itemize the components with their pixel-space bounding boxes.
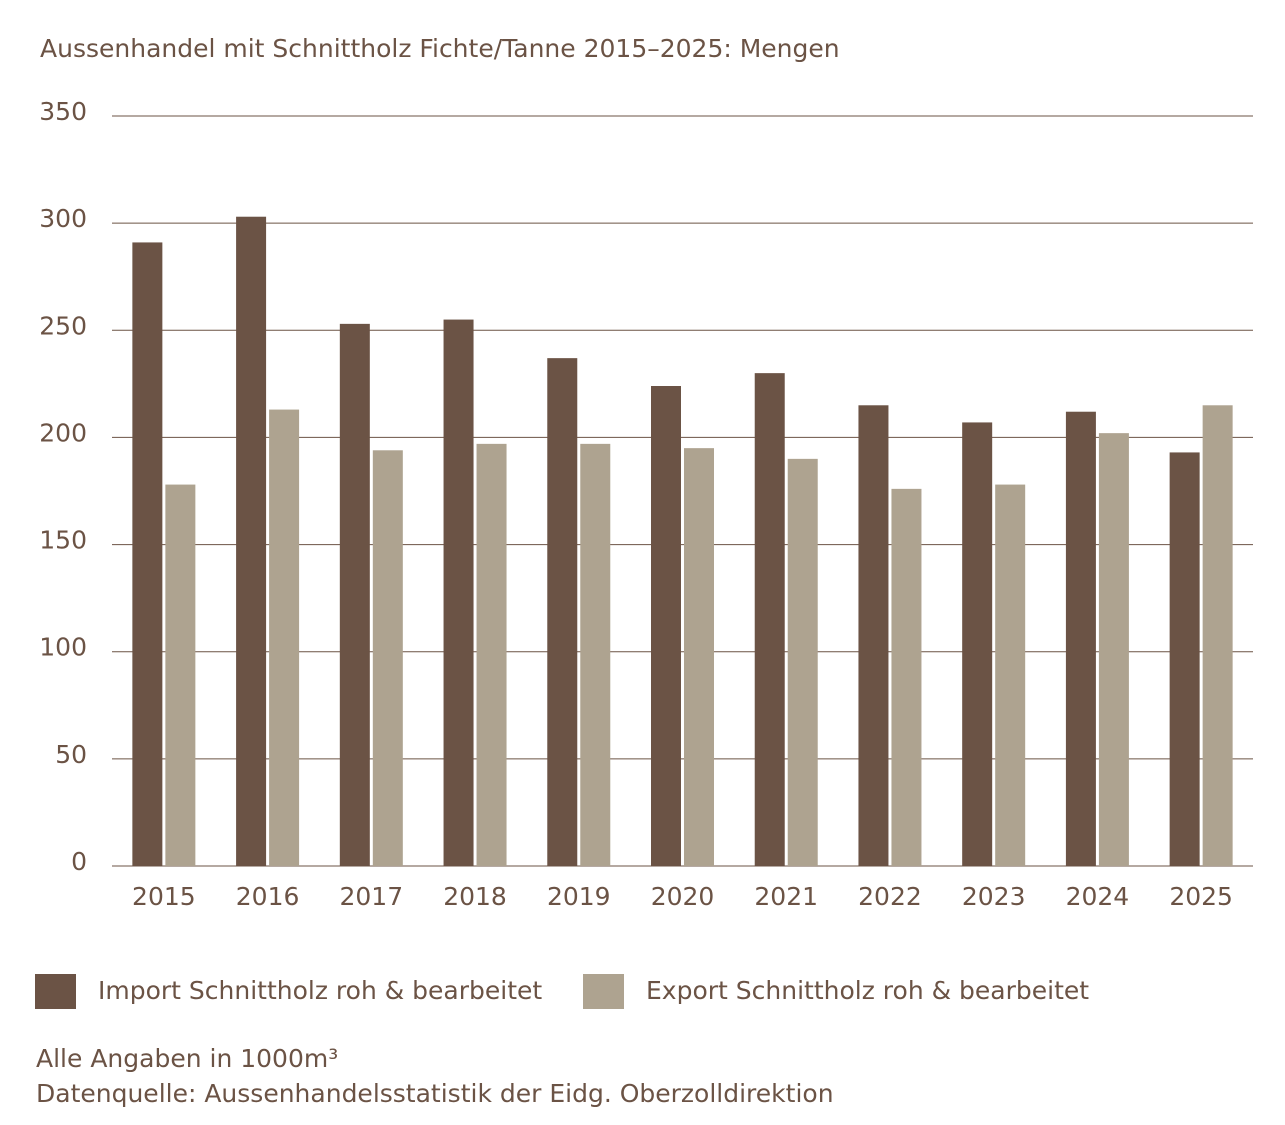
y-tick-label: 350 (39, 97, 87, 126)
y-tick-label: 100 (39, 633, 87, 662)
x-tick-label: 2024 (1066, 882, 1130, 911)
bar (236, 216, 267, 866)
footnote: Datenquelle: Aussenhandelsstatistik der … (36, 1079, 834, 1108)
bar (684, 448, 714, 866)
y-tick-label: 150 (39, 526, 87, 555)
x-tick-label: 2025 (1169, 882, 1233, 911)
bar (132, 242, 163, 866)
x-tick-label: 2017 (340, 882, 404, 911)
bar (269, 409, 300, 866)
x-tick-label: 2021 (754, 882, 818, 911)
chart-title: Aussenhandel mit Schnittholz Fichte/Tann… (40, 34, 840, 63)
bar (443, 319, 474, 867)
bar (547, 358, 578, 866)
x-tick-label: 2020 (651, 882, 715, 911)
bar (891, 488, 922, 866)
y-tick-label: 50 (55, 740, 87, 769)
bar (339, 323, 370, 866)
x-tick-label: 2022 (858, 882, 922, 911)
bar (754, 373, 785, 866)
bar (476, 443, 507, 866)
bar (858, 405, 889, 866)
bar (787, 458, 818, 866)
legend-swatch (583, 974, 624, 1009)
bar (1169, 452, 1200, 866)
legend-label: Export Schnittholz roh & bearbeitet (646, 976, 1089, 1005)
bar (580, 443, 611, 866)
footnote: Alle Angaben in 1000m³ (36, 1044, 338, 1073)
y-tick-label: 0 (71, 847, 87, 876)
y-tick-label: 200 (39, 418, 87, 447)
y-tick-label: 300 (39, 204, 87, 233)
bar (1202, 405, 1233, 866)
bar (651, 386, 681, 866)
x-tick-label: 2015 (132, 882, 196, 911)
x-tick-label: 2023 (962, 882, 1026, 911)
x-tick-label: 2018 (443, 882, 507, 911)
bar (1065, 411, 1096, 866)
bar (372, 450, 403, 866)
bar (1098, 433, 1129, 866)
y-tick-label: 250 (39, 311, 87, 340)
x-tick-label: 2016 (236, 882, 300, 911)
bar (995, 484, 1026, 866)
bar (165, 484, 196, 866)
bar (962, 422, 993, 866)
legend-swatch (35, 974, 76, 1009)
x-tick-label: 2019 (547, 882, 611, 911)
legend-label: Import Schnittholz roh & bearbeitet (98, 976, 542, 1005)
